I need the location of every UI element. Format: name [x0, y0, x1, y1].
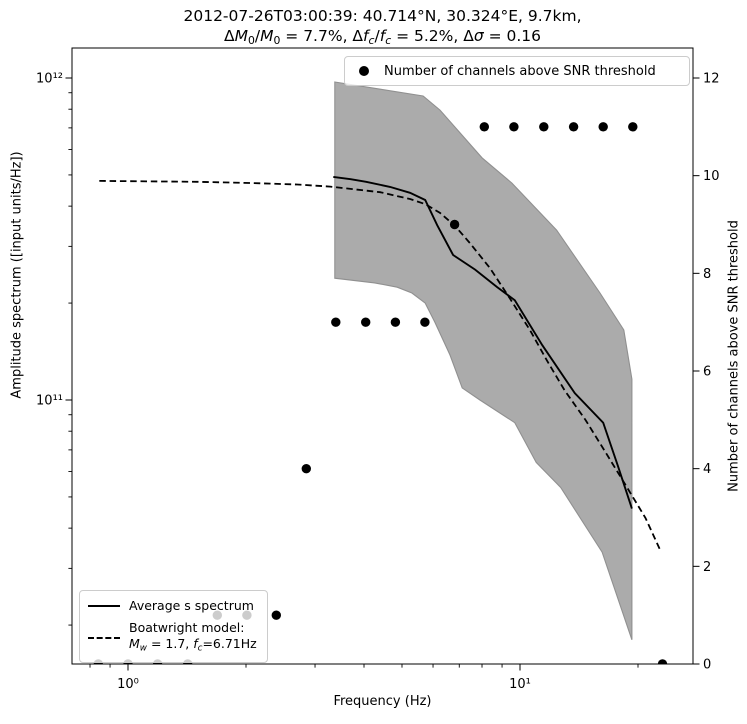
y-right-tick-label: 4: [703, 462, 711, 477]
channel-count-dot: [509, 122, 519, 132]
channel-count-dot: [657, 659, 668, 664]
average-spectrum-line: [333, 175, 633, 509]
legend-boatwright-line2: Mw = 1.7, fc=6.71Hz: [129, 636, 257, 654]
channel-count-dot: [301, 464, 311, 474]
plot-frame: [71, 47, 694, 665]
uncertainty-band: [334, 81, 633, 640]
chart-title-line1: 2012-07-26T03:00:39: 40.714°N, 30.324°E,…: [183, 7, 582, 25]
chart-title-line2: ΔM0/M0 = 7.7%, Δfc/fc = 5.2%, Δσ = 0.16: [223, 27, 542, 48]
legend-solid-line-sample-icon: [88, 605, 120, 607]
legend-average-label: Average s spectrum: [129, 598, 254, 613]
channel-count-dot: [449, 219, 460, 230]
channel-count-dot: [331, 317, 341, 327]
channel-count-dot: [479, 122, 489, 132]
legend-dashed-line-sample-icon: [88, 637, 120, 640]
chart-title: 2012-07-26T03:00:39: 40.714°N, 30.324°E,…: [72, 6, 693, 51]
legend-boatwright-line1: Boatwright model:: [129, 620, 245, 635]
channel-count-dot: [271, 610, 281, 620]
y-right-tick-label: 12: [703, 72, 720, 87]
channel-count-dot: [539, 122, 549, 132]
channel-count-dot: [628, 122, 638, 132]
legend-snr-label: Number of channels above SNR threshold: [384, 63, 656, 79]
channel-count-dot: [598, 122, 608, 132]
x-axis-label: Frequency (Hz): [333, 694, 432, 709]
channel-count-dot: [361, 317, 371, 327]
y-axis-label-left: Amplitude spectrum ([input units/Hz]): [9, 151, 25, 399]
channel-count-dot: [420, 317, 430, 327]
y-axis-label-right: Number of channels above SNR threshold: [726, 220, 742, 492]
x-tick-label: 10¹: [509, 677, 531, 692]
boatwright-model-line: [99, 180, 661, 550]
channel-count-dot: [390, 317, 401, 327]
y-left-tick-label: 10¹¹: [36, 394, 63, 409]
y-right-tick-label: 8: [703, 267, 711, 282]
channel-count-dot: [568, 122, 579, 132]
y-right-tick-label: 0: [703, 658, 711, 673]
y-right-tick-label: 10: [703, 169, 720, 184]
x-tick-label: 10⁰: [117, 677, 139, 692]
legend-snr: Number of channels above SNR threshold: [344, 56, 690, 86]
y-right-tick-label: 2: [703, 560, 711, 575]
y-right-tick-label: 6: [703, 365, 711, 380]
legend-spectrum: Average s spectrum Boatwright model: Mw …: [79, 590, 268, 664]
legend-boatwright-label: Boatwright model: Mw = 1.7, fc=6.71Hz: [129, 620, 259, 656]
legend-dot-marker-icon: [359, 66, 369, 76]
y-left-tick-label: 10¹²: [36, 72, 63, 87]
